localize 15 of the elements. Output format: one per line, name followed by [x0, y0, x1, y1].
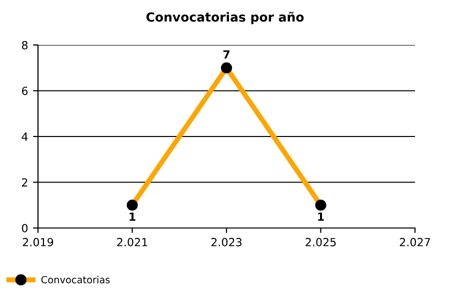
x-tick-label: 2.023 [211, 238, 242, 246]
data-label: 7 [223, 50, 230, 58]
x-tick-label: 2.021 [117, 238, 148, 246]
data-label: 1 [130, 212, 136, 221]
y-tick-label: 8 [22, 40, 28, 50]
y-tick-label: 4 [22, 132, 28, 141]
x-tick-label: 2.019 [22, 238, 54, 246]
x-tick-label: 2.025 [306, 238, 336, 246]
y-tick-label: 0 [22, 224, 28, 232]
x-tick-label: 2.027 [400, 238, 430, 246]
y-tick-label: 2 [22, 178, 28, 186]
y-tick-label: 6 [22, 86, 28, 96]
legend-label: Convocatorias [41, 276, 110, 284]
chart-title: Convocatorias por año [146, 12, 304, 24]
data-label: 1 [318, 212, 324, 221]
